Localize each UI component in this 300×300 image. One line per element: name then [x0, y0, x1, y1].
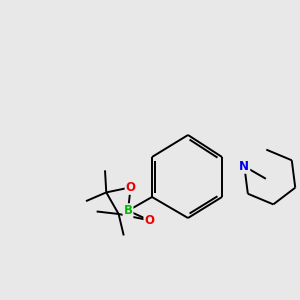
Text: O: O [144, 214, 154, 227]
Text: O: O [126, 181, 136, 194]
Text: N: N [239, 160, 249, 173]
Text: B: B [124, 204, 133, 217]
